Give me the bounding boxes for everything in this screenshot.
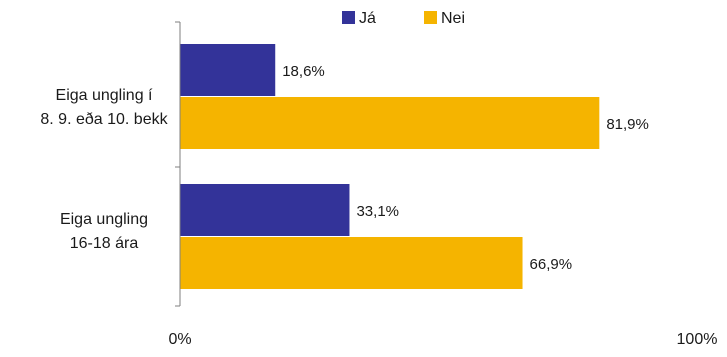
labels: 18,6% 33,1% 81,9% 66,9% Eiga ungling í 8. 9. … xyxy=(40,63,717,348)
bars xyxy=(180,44,600,289)
category-label: Eiga ungling í xyxy=(56,87,154,104)
data-label: 33,1% xyxy=(356,203,399,220)
bar-nei-0 xyxy=(180,97,600,149)
category-label: 8. 9. eða 10. bekk xyxy=(40,111,168,128)
data-label: 18,6% xyxy=(282,63,325,80)
bar-ja-0 xyxy=(180,44,276,96)
category-label: 16-18 ára xyxy=(70,235,139,252)
legend: Já Nei xyxy=(342,10,465,27)
legend-swatch-ja xyxy=(342,11,355,24)
x-tick-label: 100% xyxy=(677,331,718,348)
bar-ja-1 xyxy=(180,184,350,236)
category-label: Eiga ungling xyxy=(60,211,148,228)
bar-nei-1 xyxy=(180,237,523,289)
legend-label: Já xyxy=(359,10,376,27)
x-tick-label: 0% xyxy=(168,331,191,348)
legend-swatch-nei xyxy=(424,11,437,24)
legend-label: Nei xyxy=(441,10,465,27)
axes xyxy=(175,21,181,307)
data-label: 66,9% xyxy=(530,256,573,273)
data-label: 81,9% xyxy=(606,116,649,133)
